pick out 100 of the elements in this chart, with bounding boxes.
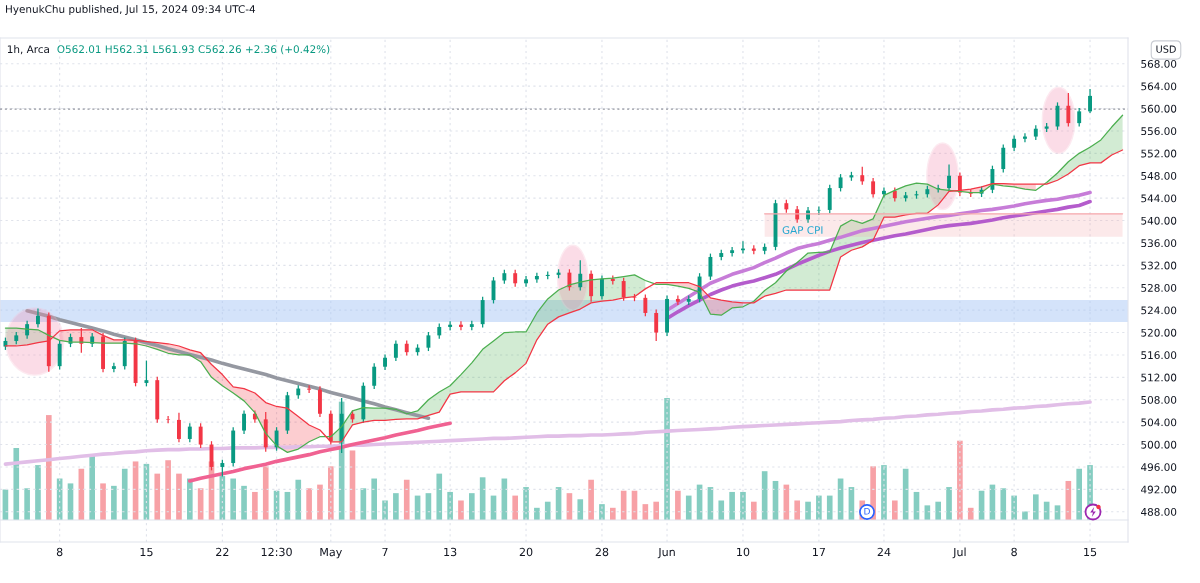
bar [718, 500, 725, 520]
candlestick [643, 293, 648, 317]
bar [262, 466, 269, 520]
bar [967, 507, 974, 520]
candlestick [708, 252, 713, 281]
bar [805, 501, 811, 520]
x-tick-label: 24 [877, 547, 891, 556]
x-tick-label: Jul [952, 547, 966, 559]
y-tick-label: 504.00 [1141, 418, 1177, 427]
y-tick-label: 536.00 [1141, 239, 1177, 248]
bar [121, 468, 128, 520]
text: 1h, Arca [7, 45, 49, 55]
candlestick [730, 246, 735, 258]
y-tick-label: 516.00 [1141, 351, 1177, 360]
candlestick [827, 184, 832, 214]
bar [327, 466, 334, 520]
bar [176, 473, 182, 520]
bar [295, 479, 302, 520]
text: USD [1156, 45, 1176, 53]
annotation: D [864, 507, 870, 515]
text: HyenukChu published, Jul 15, 2024 09:34 UTC-4 [6, 4, 256, 16]
candlestick [166, 415, 171, 424]
bar [252, 491, 258, 520]
x-tick-label: 15 [140, 547, 153, 557]
y-tick-label: 492.00 [1141, 485, 1177, 494]
y-tick-label: 544.00 [1141, 194, 1177, 203]
bar [946, 487, 952, 520]
candlestick [524, 275, 528, 288]
bar [577, 499, 584, 520]
candlestick [198, 422, 203, 449]
candlestick [534, 272, 539, 284]
bar [45, 415, 52, 520]
bar [111, 485, 117, 520]
candlestick [307, 384, 312, 394]
bar [588, 479, 594, 520]
candlestick [621, 277, 626, 302]
bar [1000, 488, 1007, 520]
text: O562.01 H562.31 L561.93 C562.26 +2.36 (+0.42%) [57, 45, 330, 55]
bar [534, 507, 540, 520]
bar [609, 507, 616, 520]
y-tick-label: 520.00 [1141, 328, 1177, 337]
bar [89, 454, 96, 520]
candlestick [177, 412, 181, 443]
bar [1076, 468, 1083, 520]
bar [35, 465, 41, 520]
bar [100, 483, 106, 520]
y-tick-label: 528.00 [1141, 283, 1177, 292]
bar [306, 488, 312, 520]
bar [826, 495, 833, 520]
candlestick [600, 274, 604, 301]
candlestick [589, 269, 594, 303]
y-tick-label: 532.00 [1141, 261, 1177, 270]
bar [13, 448, 20, 520]
bar [512, 495, 519, 520]
x-tick-label: 8 [56, 547, 63, 557]
candlestick [187, 422, 192, 443]
candlestick [393, 339, 398, 362]
y-tick-label: 540.00 [1141, 216, 1177, 225]
bar [436, 473, 443, 520]
bar [165, 460, 171, 520]
bar [891, 500, 898, 520]
candlestick [654, 308, 659, 342]
candlestick [871, 177, 876, 199]
x-tick-label: 10 [737, 547, 750, 557]
y-tick-label: 560.00 [1141, 104, 1177, 113]
y-tick-label: 552.00 [1141, 149, 1177, 158]
y-tick-label: 524.00 [1141, 306, 1177, 315]
bar [393, 493, 399, 520]
candlestick [426, 331, 431, 352]
x-tick-label: 8 [1011, 547, 1017, 557]
x-tick-label: 22 [216, 547, 229, 556]
candlestick [1077, 107, 1082, 128]
candlestick [990, 165, 995, 194]
bar [241, 485, 247, 520]
x-tick-label: 12:30 [261, 547, 292, 557]
candlestick [1001, 143, 1006, 174]
bar [371, 478, 378, 520]
y-tick-label: 512.00 [1141, 373, 1177, 382]
bar [317, 484, 323, 520]
candlestick [57, 339, 62, 371]
bar [1022, 511, 1028, 520]
y-tick-label: 500.00 [1141, 440, 1177, 449]
y-tick-label: 548.00 [1141, 171, 1177, 180]
x-tick-label: 15 [1084, 547, 1097, 557]
y-tick-label: 564.00 [1141, 82, 1177, 91]
y-tick-label: 508.00 [1141, 395, 1177, 404]
bar [653, 501, 660, 520]
bar [230, 478, 237, 520]
x-tick-label: Jun [657, 547, 675, 559]
bar [1032, 494, 1039, 520]
bar [935, 501, 942, 520]
bar [24, 488, 30, 520]
bar [403, 479, 410, 520]
x-tick-label: May [320, 547, 342, 559]
candlestick [372, 362, 377, 390]
candlestick [111, 362, 116, 373]
candlestick [675, 294, 680, 306]
x-tick-label: 7 [382, 547, 388, 556]
line-series [3, 400, 1092, 466]
y-tick-label: 568.00 [1141, 59, 1177, 68]
